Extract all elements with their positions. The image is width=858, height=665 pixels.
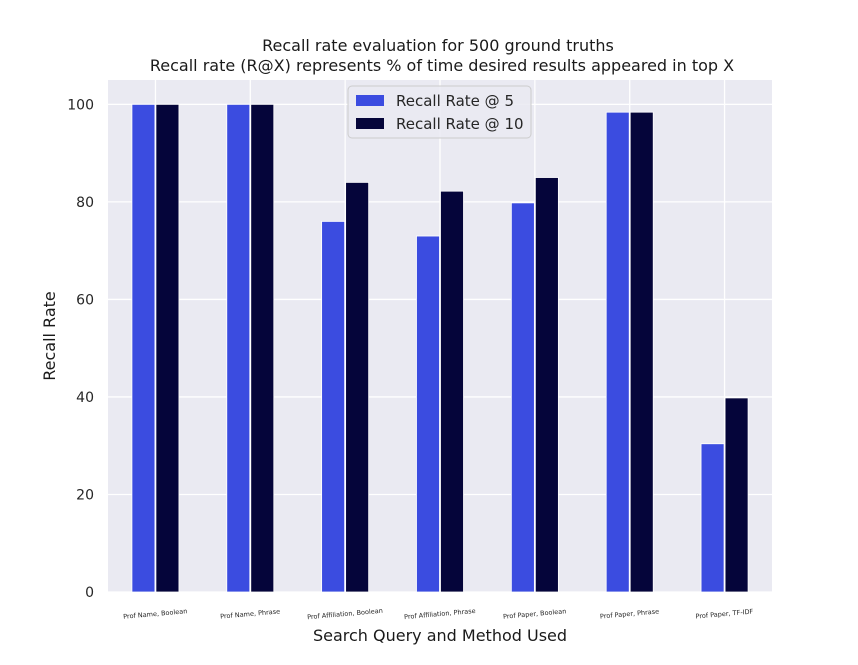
bars [131, 103, 749, 593]
legend-box [347, 85, 532, 139]
bar-recall-5 [416, 235, 440, 593]
chart-subtitle: Recall rate (R@X) represents % of time d… [150, 56, 734, 75]
bar-recall-10 [155, 103, 180, 593]
bar-recall-5 [226, 103, 251, 593]
bar-recall-10 [724, 397, 749, 593]
legend-label-recall-10: Recall Rate @ 10 [396, 115, 524, 133]
bar-recall-10 [534, 177, 559, 593]
x-axis-label: Search Query and Method Used [313, 626, 567, 645]
bar-recall-5 [321, 221, 346, 593]
y-axis-label: Recall Rate [40, 291, 59, 381]
y-tick-label: 20 [76, 487, 94, 503]
y-tick-label: 80 [76, 195, 94, 211]
legend-swatch-recall-5 [356, 95, 384, 106]
y-tick-label: 0 [85, 585, 94, 601]
y-tick-label: 40 [76, 390, 94, 406]
y-tick-label: 100 [67, 97, 94, 113]
bar-recall-5 [510, 202, 535, 593]
bar-recall-10 [629, 111, 654, 593]
grid-lines [108, 80, 772, 593]
bar-recall-10 [345, 181, 370, 593]
legend: Recall Rate @ 5 Recall Rate @ 10 [347, 85, 532, 139]
bar-recall-10 [250, 103, 275, 593]
bar-recall-10 [440, 190, 464, 593]
bar-recall-5 [605, 111, 630, 593]
chart-title: Recall rate evaluation for 500 ground tr… [262, 36, 614, 55]
bar-recall-5 [131, 103, 156, 593]
bar-recall-5 [700, 443, 725, 593]
y-tick-label: 60 [76, 292, 94, 308]
legend-swatch-recall-10 [356, 118, 384, 129]
legend-label-recall-5: Recall Rate @ 5 [396, 92, 514, 110]
y-axis-ticks: 0 20 40 60 80 100 [67, 97, 94, 601]
